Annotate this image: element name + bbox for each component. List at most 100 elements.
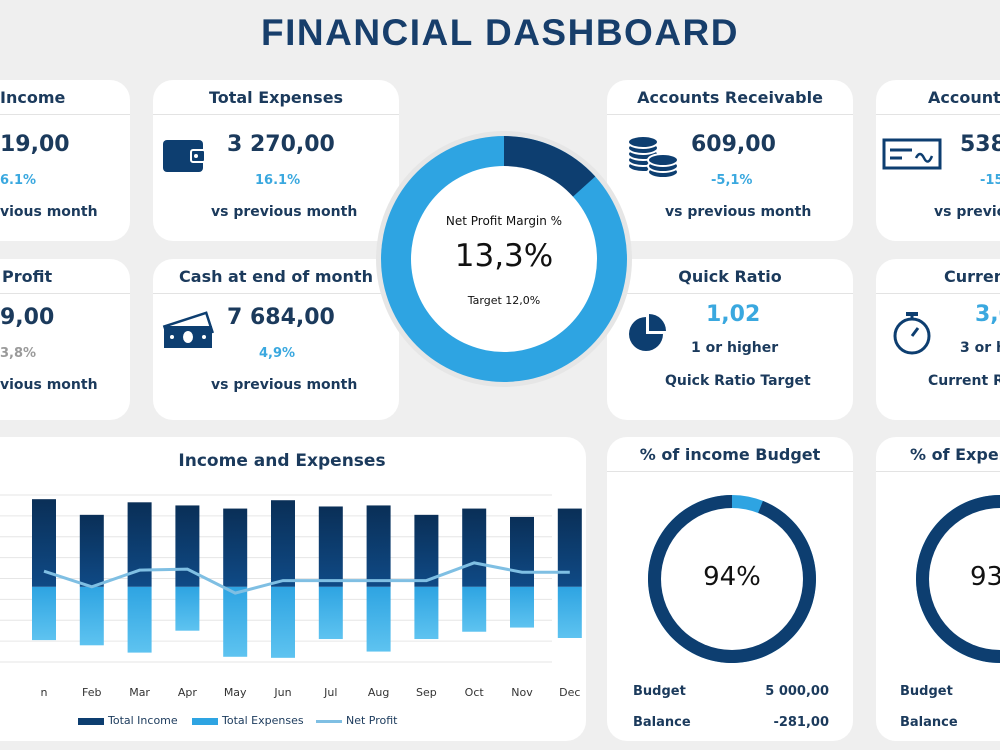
bar-total-income <box>414 514 439 587</box>
bar-total-income <box>79 514 104 587</box>
card-divider <box>0 114 130 115</box>
bar-total-income <box>271 500 295 587</box>
card-divider <box>876 293 1000 294</box>
income-balance-label: Balance <box>633 715 691 730</box>
receivable-value: 609,00 <box>691 132 776 157</box>
card-divider <box>876 471 1000 472</box>
legend-label-expenses: Total Expenses <box>222 714 304 727</box>
month-label: Aug <box>368 686 389 699</box>
month-label: May <box>224 686 247 699</box>
bar-total-income <box>318 506 343 587</box>
bar-total-expenses <box>462 586 487 632</box>
receivable-comparison: vs previous month <box>665 204 812 220</box>
card-divider <box>153 114 399 115</box>
page-title: FINANCIAL DASHBOARD <box>261 12 739 53</box>
card-divider <box>876 114 1000 115</box>
bar-total-expenses <box>557 586 582 638</box>
bar-total-expenses <box>366 586 391 652</box>
bar-total-expenses <box>271 586 295 658</box>
expenses-change: 16.1% <box>255 173 301 188</box>
quick-ratio-card: Quick Ratio 1,02 1 or higher Quick Ratio… <box>607 259 853 420</box>
income-budget-card: % of income Budget 94% Budget 5 000,00 B… <box>607 437 853 741</box>
bar-total-expenses <box>175 586 200 631</box>
current-ratio-title: Curren <box>944 267 1000 286</box>
profit-value: 9,00 <box>0 305 55 330</box>
current-ratio-value: 3,0 <box>975 302 1000 327</box>
card-divider <box>153 293 399 294</box>
profit-card: Profit 9,00 3,8% vious month <box>0 259 130 420</box>
bar-total-expenses <box>414 586 439 640</box>
income-value: 19,00 <box>0 132 70 157</box>
income-expenses-chart: n Feb Mar Apr May Jun Jul Aug Sep Oct Nov Dec <box>0 494 582 699</box>
payable-comparison: vs previo <box>934 204 1000 220</box>
month-label: Feb <box>82 686 101 699</box>
bar-total-expenses <box>223 586 248 657</box>
month-label: Dec <box>559 686 580 699</box>
bar-total-expenses <box>318 586 343 640</box>
payable-change: -15 <box>980 173 1000 188</box>
bar-total-income <box>557 508 582 587</box>
margin-value: 13,3% <box>454 238 554 274</box>
cash-change: 4,9% <box>259 346 296 361</box>
month-label: Nov <box>511 686 533 699</box>
month-label: Sep <box>416 686 437 699</box>
quick-ratio-target: 1 or higher <box>691 340 779 356</box>
stopwatch-icon <box>893 312 931 355</box>
cash-comparison: vs previous month <box>211 377 358 393</box>
payable-value: 538 <box>960 132 1000 157</box>
bar-total-income <box>510 516 534 587</box>
bar-total-expenses <box>32 586 56 641</box>
chart-title: Income and Expenses <box>178 451 386 471</box>
income-card: Income 19,00 6.1% vious month <box>0 80 130 241</box>
expense-balance-label: Balance <box>900 715 958 730</box>
income-budget-amount: 5 000,00 <box>765 684 829 699</box>
legend-net-profit: Net Profit <box>316 714 398 727</box>
card-divider <box>607 471 853 472</box>
quick-ratio-target-label: Quick Ratio Target <box>665 373 811 389</box>
income-balance-amount: -281,00 <box>773 715 829 730</box>
month-label: Oct <box>465 686 485 699</box>
margin-donut <box>376 131 632 387</box>
receivable-change: -5,1% <box>711 173 753 188</box>
current-ratio-target-label: Current Ra <box>928 373 1000 389</box>
margin-label: Net Profit Margin % <box>445 214 563 228</box>
expenses-card: Total Expenses 3 270,00 16.1% vs previou… <box>153 80 399 241</box>
payable-title: Accounts <box>928 88 1000 107</box>
month-label: Jul <box>323 686 337 699</box>
profit-title: Profit <box>2 267 53 286</box>
margin-target: Target 12,0% <box>467 294 541 307</box>
receivable-title: Accounts Receivable <box>637 88 823 107</box>
profit-comparison: vious month <box>0 377 98 393</box>
legend-swatch-profit <box>316 719 342 723</box>
income-budget-donut <box>647 495 816 663</box>
month-label: n <box>41 686 48 699</box>
cash-title: Cash at end of month <box>179 267 373 286</box>
coins-icon <box>627 135 679 179</box>
legend-label-income: Total Income <box>108 714 178 727</box>
quick-ratio-value: 1,02 <box>706 302 761 327</box>
income-budget-value: 94% <box>703 562 761 592</box>
legend-swatch-income <box>78 717 104 725</box>
current-ratio-card: Curren 3,0 3 or h Current Ra <box>876 259 1000 420</box>
pie-icon <box>629 314 666 351</box>
month-label: Mar <box>129 686 150 699</box>
profit-change: 3,8% <box>0 346 37 361</box>
receivable-card: Accounts Receivable 609,00 -5,1% vs prev… <box>607 80 853 241</box>
margin-panel: Net Profit Margin % 13,3% Target 12,0% <box>373 128 635 390</box>
card-divider <box>607 293 853 294</box>
card-divider <box>0 293 130 294</box>
cash-card: Cash at end of month 7 684,00 4,9% vs pr… <box>153 259 399 420</box>
expenses-comparison: vs previous month <box>211 204 358 220</box>
payable-card: Accounts 538 -15 vs previo <box>876 80 1000 241</box>
income-budget-title: % of income Budget <box>639 445 821 464</box>
income-change: 6.1% <box>0 173 37 188</box>
quick-ratio-title: Quick Ratio <box>678 267 782 286</box>
bar-total-income <box>462 508 487 587</box>
bar-total-expenses <box>79 586 104 646</box>
legend-label-profit: Net Profit <box>346 714 398 727</box>
income-budget-label: Budget <box>633 684 686 699</box>
card-divider <box>607 114 853 115</box>
expense-budget-card: % of Expen 93 Budget Balance <box>876 437 1000 741</box>
legend-total-income: Total Income <box>78 714 178 727</box>
cash-icon <box>162 311 214 348</box>
